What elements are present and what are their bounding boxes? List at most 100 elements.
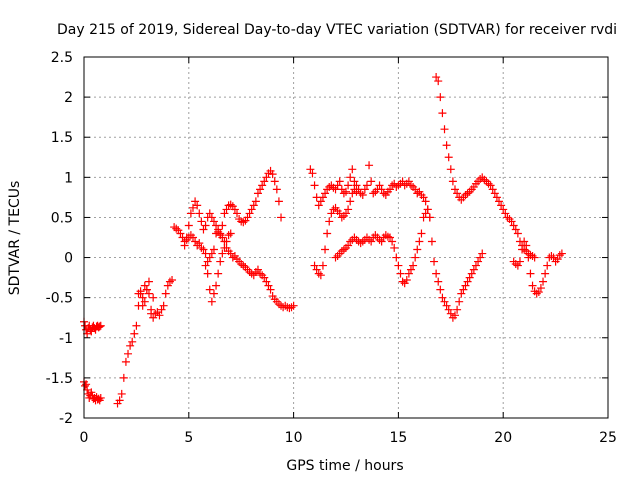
data-point xyxy=(335,177,344,186)
data-point xyxy=(327,209,336,218)
data-point xyxy=(140,297,149,306)
data-point xyxy=(342,209,350,218)
data-point xyxy=(312,265,321,274)
data-point xyxy=(142,285,151,294)
data-point xyxy=(348,165,357,174)
data-point xyxy=(260,177,269,186)
data-point xyxy=(339,245,348,254)
data-point xyxy=(205,253,214,262)
data-point xyxy=(81,381,90,390)
data-point xyxy=(471,261,480,270)
data-point xyxy=(218,221,227,230)
data-point xyxy=(350,177,359,186)
data-point xyxy=(251,197,260,206)
data-point xyxy=(209,245,218,254)
data-point xyxy=(513,229,522,238)
data-point xyxy=(218,249,227,258)
data-point xyxy=(358,190,367,199)
data-point xyxy=(130,329,139,338)
data-point xyxy=(390,243,399,252)
data-point xyxy=(272,185,281,194)
data-point xyxy=(149,293,158,302)
data-point xyxy=(226,200,235,209)
data-point xyxy=(469,265,478,274)
data-point xyxy=(495,197,504,206)
data-point xyxy=(463,277,472,286)
y-tick-label: -0.5 xyxy=(46,291,73,307)
data-point xyxy=(203,269,212,278)
data-point xyxy=(262,277,271,286)
data-point xyxy=(486,181,495,190)
data-point xyxy=(195,209,204,218)
data-point xyxy=(503,213,512,222)
data-point xyxy=(214,269,223,278)
data-point xyxy=(117,389,126,398)
data-point xyxy=(383,232,392,241)
data-point xyxy=(360,185,369,194)
data-point xyxy=(249,201,258,210)
data-point xyxy=(161,289,170,298)
data-point xyxy=(421,197,430,206)
data-point xyxy=(488,185,497,194)
data-point xyxy=(369,189,378,198)
data-point xyxy=(310,181,319,190)
data-point xyxy=(419,193,428,202)
data-point xyxy=(415,237,424,246)
data-point xyxy=(287,303,296,312)
data-point xyxy=(539,277,548,286)
data-point xyxy=(409,261,418,270)
data-point xyxy=(207,213,216,222)
data-point xyxy=(191,197,200,206)
data-point xyxy=(417,229,426,238)
data-point xyxy=(346,237,355,246)
data-point xyxy=(553,255,562,264)
data-point xyxy=(411,185,420,194)
data-point xyxy=(438,109,447,118)
data-point xyxy=(526,269,535,278)
data-point xyxy=(455,297,464,306)
data-point xyxy=(379,189,388,198)
data-point xyxy=(247,205,256,214)
data-point xyxy=(427,237,436,246)
data-point xyxy=(220,243,229,252)
data-point xyxy=(474,257,483,266)
data-point xyxy=(339,189,348,198)
data-point xyxy=(274,197,283,206)
y-axis-tick-labels: -2 -1.5 -1 -0.5 0 0.5 1 1.5 2 2.5 xyxy=(46,50,73,427)
data-point xyxy=(191,237,200,246)
data-point xyxy=(115,396,124,405)
data-point xyxy=(126,341,135,350)
x-axis-label: GPS time / hours xyxy=(286,458,403,474)
data-point xyxy=(509,221,518,230)
data-point xyxy=(557,249,566,258)
data-point xyxy=(132,321,141,330)
data-point xyxy=(193,201,202,210)
data-point xyxy=(440,125,449,134)
data-series xyxy=(509,237,566,298)
data-point xyxy=(342,187,350,196)
data-series xyxy=(170,223,298,313)
data-point xyxy=(362,181,371,190)
data-point xyxy=(358,237,367,246)
x-tick-label: 20 xyxy=(494,430,512,446)
data-point xyxy=(95,322,104,331)
data-point xyxy=(168,276,177,285)
data-point xyxy=(463,189,472,198)
data-point xyxy=(186,209,195,218)
data-point xyxy=(346,173,355,182)
data-series xyxy=(331,205,487,322)
data-point xyxy=(444,153,453,162)
data-point xyxy=(260,273,269,282)
data-point xyxy=(450,311,459,320)
data-point xyxy=(184,221,193,230)
data-point xyxy=(321,245,330,254)
data-point xyxy=(501,209,510,218)
data-point xyxy=(432,73,441,82)
data-point xyxy=(402,276,411,285)
data-point xyxy=(375,181,384,190)
data-point xyxy=(528,281,537,290)
data-point xyxy=(230,205,239,214)
x-axis-tick-labels: 0 5 10 15 20 25 xyxy=(80,430,617,446)
data-point xyxy=(524,253,533,262)
data-point xyxy=(425,213,434,222)
